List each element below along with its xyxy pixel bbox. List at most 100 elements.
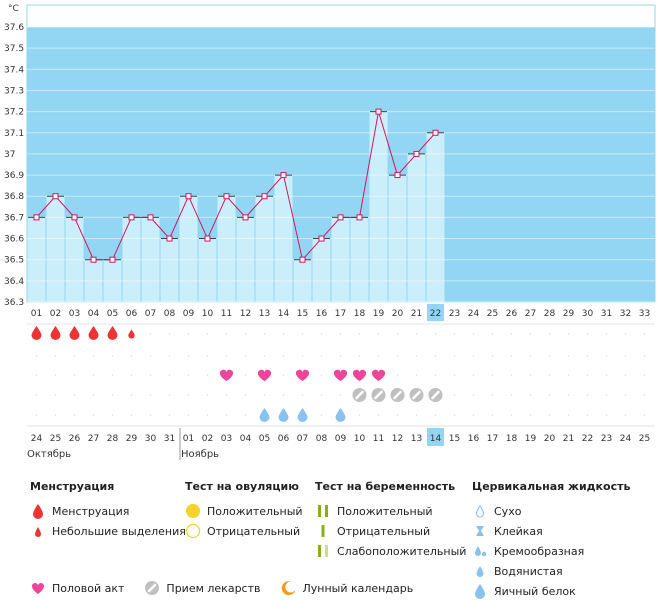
grid-dot: [529, 333, 532, 335]
pill-stripe: [393, 390, 402, 400]
grid-dot: [472, 333, 475, 335]
grid-dot: [491, 355, 494, 357]
legend-item-lunar: Лунный календарь: [281, 580, 413, 596]
legend-item-label: Клейкая: [494, 524, 543, 538]
grid-dot: [320, 414, 323, 416]
grid-dot: [453, 394, 456, 396]
temperature-point: [261, 193, 268, 200]
grid-dot: [491, 374, 494, 376]
cycle-day-label: 15: [297, 309, 308, 319]
y-axis-unit: °C: [8, 4, 19, 14]
grid-dot: [130, 414, 133, 416]
grid-dot: [586, 394, 589, 396]
calendar-date-label: 14: [430, 434, 442, 444]
grid-dot: [320, 374, 323, 376]
grid-dot: [472, 374, 475, 376]
calendar-date-label: 12: [392, 434, 403, 444]
cycle-day-label: 20: [392, 309, 404, 319]
grid-dot: [472, 414, 475, 416]
heart-icon: [257, 369, 272, 381]
legend-item: Менструация: [30, 501, 186, 521]
grid-dot: [54, 355, 57, 357]
pill-stripe: [412, 390, 421, 400]
grid-dot: [396, 333, 399, 335]
cycle-day-label: 02: [50, 309, 61, 319]
current-day-highlight: [427, 304, 444, 321]
grid-dot: [586, 333, 589, 335]
calendar-date-axis: 24 25 26 27 28 29 30 31 01 02 03 04 05 06 07 08 09 10 11 12…: [27, 425, 655, 460]
ovulation-negative-icon: [185, 523, 201, 539]
cycle-day-label: 26: [506, 309, 518, 319]
grid-dot: [301, 333, 304, 335]
test-negative-icon: [321, 525, 325, 537]
grid-dot: [624, 355, 627, 357]
grid-dot: [529, 374, 532, 376]
cycle-day-label: 11: [221, 309, 232, 319]
grid-dot: [206, 355, 209, 357]
grid-dot: [510, 333, 513, 335]
pill-stripe: [431, 390, 440, 400]
legend-item: Сухо: [472, 501, 630, 521]
grid-dot: [263, 355, 266, 357]
grid-dot: [206, 374, 209, 376]
grid-dot: [453, 414, 456, 416]
legend-item-intercourse: Половой акт: [30, 580, 124, 596]
legend-item: Положительный: [315, 501, 466, 521]
menstruation-drop-icon: [50, 326, 61, 340]
grid-dot: [244, 333, 247, 335]
grid-dot: [396, 374, 399, 376]
grid-dot: [225, 333, 228, 335]
grid-dot: [168, 414, 171, 416]
grid-dot: [339, 394, 342, 396]
grid-dot: [244, 374, 247, 376]
calendar-date-label: 06: [278, 434, 290, 444]
legend-item-label: Положительный: [337, 504, 433, 518]
grid-dot: [149, 374, 152, 376]
temperature-bar: [407, 153, 426, 302]
test-positive-icon: [318, 505, 328, 517]
calendar-date-label: 03: [221, 434, 232, 444]
calendar-date-label: 31: [164, 434, 175, 444]
grid-dot: [377, 414, 380, 416]
month-label: Октябрь: [27, 449, 71, 460]
legend-title: Менструация: [30, 480, 115, 493]
temperature-point: [204, 235, 211, 242]
grid-dot: [187, 355, 190, 357]
grid-dot: [510, 394, 513, 396]
grid-dot: [111, 394, 114, 396]
legend-item-label: Половой акт: [52, 581, 125, 595]
heart-icon: [219, 369, 234, 381]
grid-dot: [111, 374, 114, 376]
menstruation-drop-icon: [107, 326, 118, 340]
bottom-legend: Половой акт Прием лекарств Лунный календ…: [30, 580, 413, 596]
y-tick-label: 36.3: [4, 298, 24, 308]
temperature-point: [356, 214, 363, 221]
legend-menstruation: Менструация Менструация Небольшие выделе…: [30, 480, 186, 541]
calendar-date-label: 07: [297, 434, 308, 444]
grid-dot: [529, 414, 532, 416]
egg-white-drop-icon: [475, 584, 485, 599]
grid-dot: [396, 414, 399, 416]
grid-dot: [415, 414, 418, 416]
grid-dot: [206, 414, 209, 416]
temperature-point: [337, 214, 344, 221]
temperature-point: [375, 108, 382, 115]
grid-dot: [643, 414, 646, 416]
legend-title: Тест на овуляцию: [185, 480, 299, 493]
grid-dot: [244, 394, 247, 396]
grid-dot: [548, 333, 551, 335]
calendar-date-label: 20: [544, 434, 556, 444]
temperature-point: [413, 150, 420, 157]
grid-dot: [92, 394, 95, 396]
pill-icon: [145, 581, 160, 595]
grid-dot: [244, 414, 247, 416]
calendar-date-label: 02: [202, 434, 213, 444]
heart-icon: [31, 583, 45, 594]
grid-dot: [358, 355, 361, 357]
grid-dot: [73, 414, 76, 416]
grid-dot: [510, 414, 513, 416]
grid-dot: [586, 414, 589, 416]
legend-item: Слабоположительный: [315, 541, 466, 561]
legend-item: Положительный: [185, 501, 303, 521]
grid-dot: [472, 394, 475, 396]
